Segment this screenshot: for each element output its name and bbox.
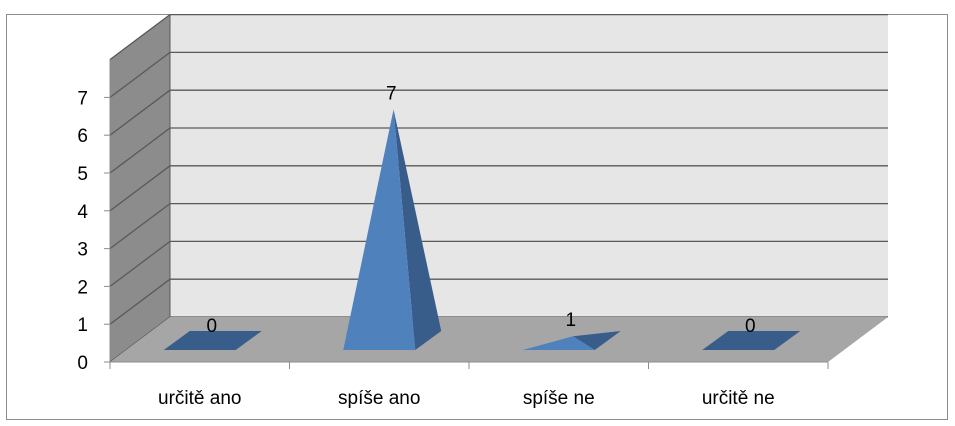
pyramid-side [393,109,442,351]
data-label: 7 [386,83,397,104]
data-label: 1 [565,310,576,331]
y-tick-label: 6 [77,126,88,147]
pyramid-flat [702,331,801,350]
y-tick-label: 2 [77,277,88,298]
data-label: 0 [206,316,217,337]
y-tick-label: 0 [77,353,88,374]
y-tick-label: 5 [77,164,88,185]
pyramid-side [573,331,621,350]
pyramid-front [343,109,416,351]
x-category-label: spíše ne [523,388,595,409]
y-tick-label: 7 [77,88,88,109]
y-tick-label: 3 [77,240,88,261]
pyramid-front [522,336,595,350]
pyramid-urcite-ano [163,331,262,350]
x-category-label: určitě ano [158,388,241,409]
pyramid-spise-ano [343,109,442,351]
floor [110,317,888,362]
data-label: 0 [745,316,756,337]
pyramid-urcite-ne [702,331,801,350]
x-category-label: spíše ano [338,388,420,409]
pyramid-spise-ne [522,331,621,350]
pyramid-flat [163,331,262,350]
y-tick-label: 1 [77,315,88,336]
x-category-label: určitě ne [702,388,775,409]
y-tick-label: 4 [77,202,88,223]
